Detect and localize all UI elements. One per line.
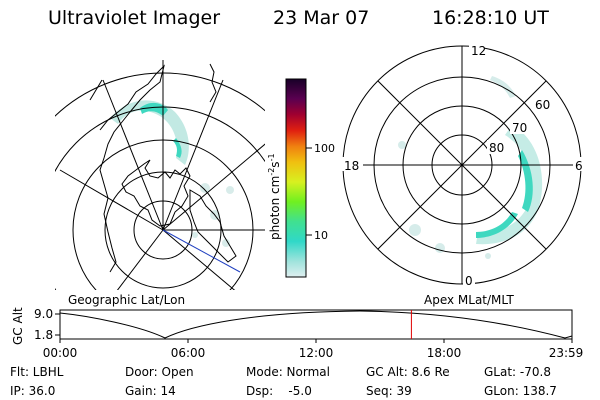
time-label: 16:28:10 UT [432, 7, 549, 29]
altitude-curve [59, 310, 573, 339]
altitude-plot: 9.0 1.8 GC Alt 00:00 06:00 12:00 18:00 2… [11, 307, 583, 360]
meridians [59, 60, 265, 290]
ytick-high: 9.0 [34, 307, 53, 321]
xtick-label: 23:59 [549, 346, 584, 360]
xtick-label: 00:00 [43, 346, 78, 360]
door-info: Door: Open [125, 365, 194, 379]
xtick-label: 06:00 [171, 346, 206, 360]
ip-info: IP: 36.0 [10, 384, 56, 398]
glon-info: GLon: 138.7 [484, 384, 557, 398]
app-title: Ultraviolet Imager [48, 7, 221, 29]
colorbar-unit-label: photon cm-2s-1 [267, 153, 282, 240]
filter-info: Flt: LBHL [10, 365, 64, 379]
dsp-info: Dsp: -5.0 [246, 384, 312, 398]
date-label: 23 Mar 07 [273, 7, 370, 29]
left-panel-label: Geographic Lat/Lon [68, 293, 185, 307]
glat-info: GLat: -70.8 [484, 365, 551, 379]
colorbar-tick-10: 10 [314, 229, 328, 242]
mlat-label-70: 70 [512, 121, 527, 135]
colorbar: 100 10 photon cm-2s-1 [267, 78, 335, 278]
mlt-label-12: 12 [471, 44, 486, 58]
xtick-label: 12:00 [299, 346, 334, 360]
mlt-label-18: 18 [344, 159, 359, 173]
x-ticks [59, 339, 573, 343]
seq-info: Seq: 39 [366, 384, 412, 398]
colorbar-tick-100: 100 [314, 142, 335, 155]
xtick-label: 18:00 [427, 346, 462, 360]
altitude-ylabel: GC Alt [11, 307, 25, 345]
gc-alt-info: GC Alt: 8.6 Re [366, 365, 450, 379]
mlat-label-80: 80 [489, 141, 504, 155]
ytick-low: 1.8 [34, 328, 53, 342]
mlat-label-60: 60 [535, 98, 550, 112]
polar-plot: 12 18 6 0 60 70 80 [341, 42, 585, 288]
mlt-label-6: 6 [575, 159, 583, 173]
aurora-emission-left [110, 100, 189, 165]
mode-info: Mode: Normal [246, 365, 330, 379]
gain-info: Gain: 14 [125, 384, 176, 398]
right-panel-label: Apex MLat/MLT [424, 293, 514, 307]
orbit-track [162, 229, 241, 273]
continent-outlines [89, 63, 237, 273]
mlt-label-0: 0 [465, 274, 473, 288]
geographic-map [55, 60, 265, 290]
